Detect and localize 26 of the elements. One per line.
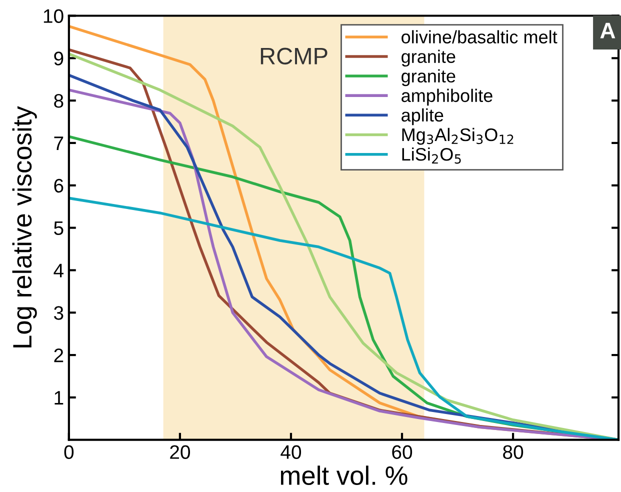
x-tick-label: 80 (503, 445, 524, 459)
y-tick-label: 10 (44, 9, 64, 23)
legend-label: LiSi$_{2}$O$_{5}$ (402, 147, 461, 164)
y-tick-label: 2 (54, 348, 64, 362)
y-tick-label: 5 (54, 221, 64, 236)
x-axis-title: melt vol. % (280, 466, 408, 485)
legend-label: aplite (402, 108, 444, 126)
band-label: RCMP (260, 48, 328, 64)
legend-label: granite (402, 50, 456, 67)
y-axis-title: Log relative viscosity (12, 106, 37, 348)
x-tick-label: 60 (392, 445, 412, 459)
annotation: A (600, 22, 616, 38)
legend-label: olivine/basaltic melt (402, 30, 558, 44)
x-tick-label: 20 (170, 445, 190, 459)
y-tick-label: 8 (54, 94, 64, 108)
y-tick-label: 4 (54, 264, 64, 278)
y-tick-label: 3 (54, 306, 64, 320)
x-tick-label: 40 (280, 445, 302, 459)
y-tick-label: 6 (54, 178, 64, 193)
y-tick-label: 7 (54, 136, 64, 150)
legend-label: amphibolite (402, 88, 492, 106)
y-tick-label: 9 (54, 52, 64, 66)
legend-label: granite (402, 69, 456, 86)
y-tick-label: 1 (54, 391, 64, 404)
x-tick-label: 0 (64, 445, 74, 459)
legend-label: Mg$_{3}$Al$_{2}$Si$_{3}$O$_{12}$ (402, 128, 514, 145)
